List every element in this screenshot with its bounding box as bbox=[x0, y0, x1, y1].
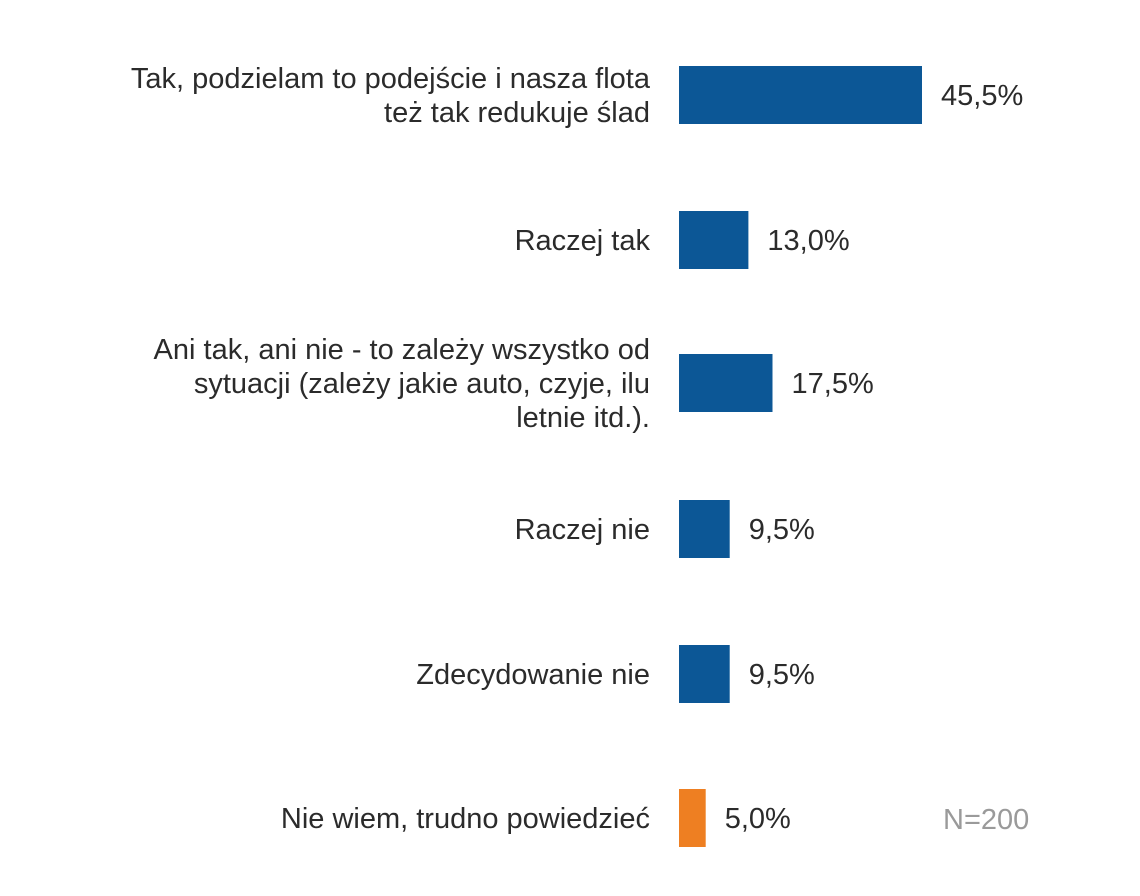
value-label-4: 9,5% bbox=[749, 659, 815, 691]
bar-1 bbox=[679, 211, 749, 269]
bar-2 bbox=[679, 354, 773, 412]
category-label-4-line-0: Zdecydowanie nie bbox=[416, 659, 650, 691]
value-label-2: 17,5% bbox=[792, 368, 874, 400]
category-label-3-line-0: Raczej nie bbox=[515, 514, 650, 546]
category-label-2-line-2: letnie itd.). bbox=[516, 402, 650, 434]
bar-5 bbox=[679, 789, 706, 847]
labels-layer: 45,5% Tak, podzielam to podejście i nasza… bbox=[131, 63, 1023, 835]
sample-size-note: N=200 bbox=[943, 804, 1029, 836]
bar-4 bbox=[679, 645, 730, 703]
value-label-0: 45,5% bbox=[941, 80, 1023, 112]
category-label-2-line-1: sytuacji (zależy jakie auto, czyje, ilu bbox=[194, 368, 650, 400]
category-label-2-line-0: Ani tak, ani nie - to zależy wszystko od bbox=[154, 334, 650, 366]
bars-layer bbox=[679, 66, 922, 847]
value-label-3: 9,5% bbox=[749, 514, 815, 546]
category-label-1-line-0: Raczej tak bbox=[515, 225, 651, 257]
value-label-1: 13,0% bbox=[767, 225, 849, 257]
value-label-5: 5,0% bbox=[725, 803, 791, 835]
category-label-0-line-1: też tak redukuje ślad bbox=[384, 97, 650, 129]
category-label-0-line-0: Tak, podzielam to podejście i nasza flot… bbox=[131, 63, 651, 95]
bar-3 bbox=[679, 500, 730, 558]
bar-0 bbox=[679, 66, 922, 124]
category-label-5-line-0: Nie wiem, trudno powiedzieć bbox=[281, 803, 650, 835]
